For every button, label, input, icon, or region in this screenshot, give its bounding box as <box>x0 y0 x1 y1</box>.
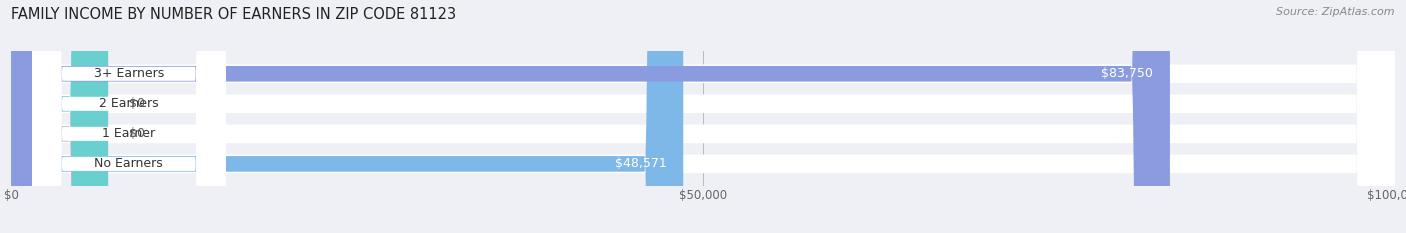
FancyBboxPatch shape <box>11 0 1170 233</box>
FancyBboxPatch shape <box>11 0 683 233</box>
FancyBboxPatch shape <box>11 0 1395 233</box>
FancyBboxPatch shape <box>11 0 108 233</box>
FancyBboxPatch shape <box>11 0 108 233</box>
Text: $0: $0 <box>129 127 145 140</box>
Text: Source: ZipAtlas.com: Source: ZipAtlas.com <box>1277 7 1395 17</box>
FancyBboxPatch shape <box>11 0 1395 233</box>
Text: 3+ Earners: 3+ Earners <box>94 67 165 80</box>
FancyBboxPatch shape <box>32 0 226 233</box>
FancyBboxPatch shape <box>11 0 1395 233</box>
Text: 2 Earners: 2 Earners <box>98 97 159 110</box>
FancyBboxPatch shape <box>32 0 226 233</box>
Text: 1 Earner: 1 Earner <box>103 127 156 140</box>
FancyBboxPatch shape <box>32 0 226 233</box>
Text: $48,571: $48,571 <box>614 157 666 170</box>
FancyBboxPatch shape <box>32 0 226 233</box>
Text: $83,750: $83,750 <box>1101 67 1153 80</box>
Text: No Earners: No Earners <box>94 157 163 170</box>
FancyBboxPatch shape <box>11 0 1395 233</box>
Text: $0: $0 <box>129 97 145 110</box>
Text: FAMILY INCOME BY NUMBER OF EARNERS IN ZIP CODE 81123: FAMILY INCOME BY NUMBER OF EARNERS IN ZI… <box>11 7 457 22</box>
